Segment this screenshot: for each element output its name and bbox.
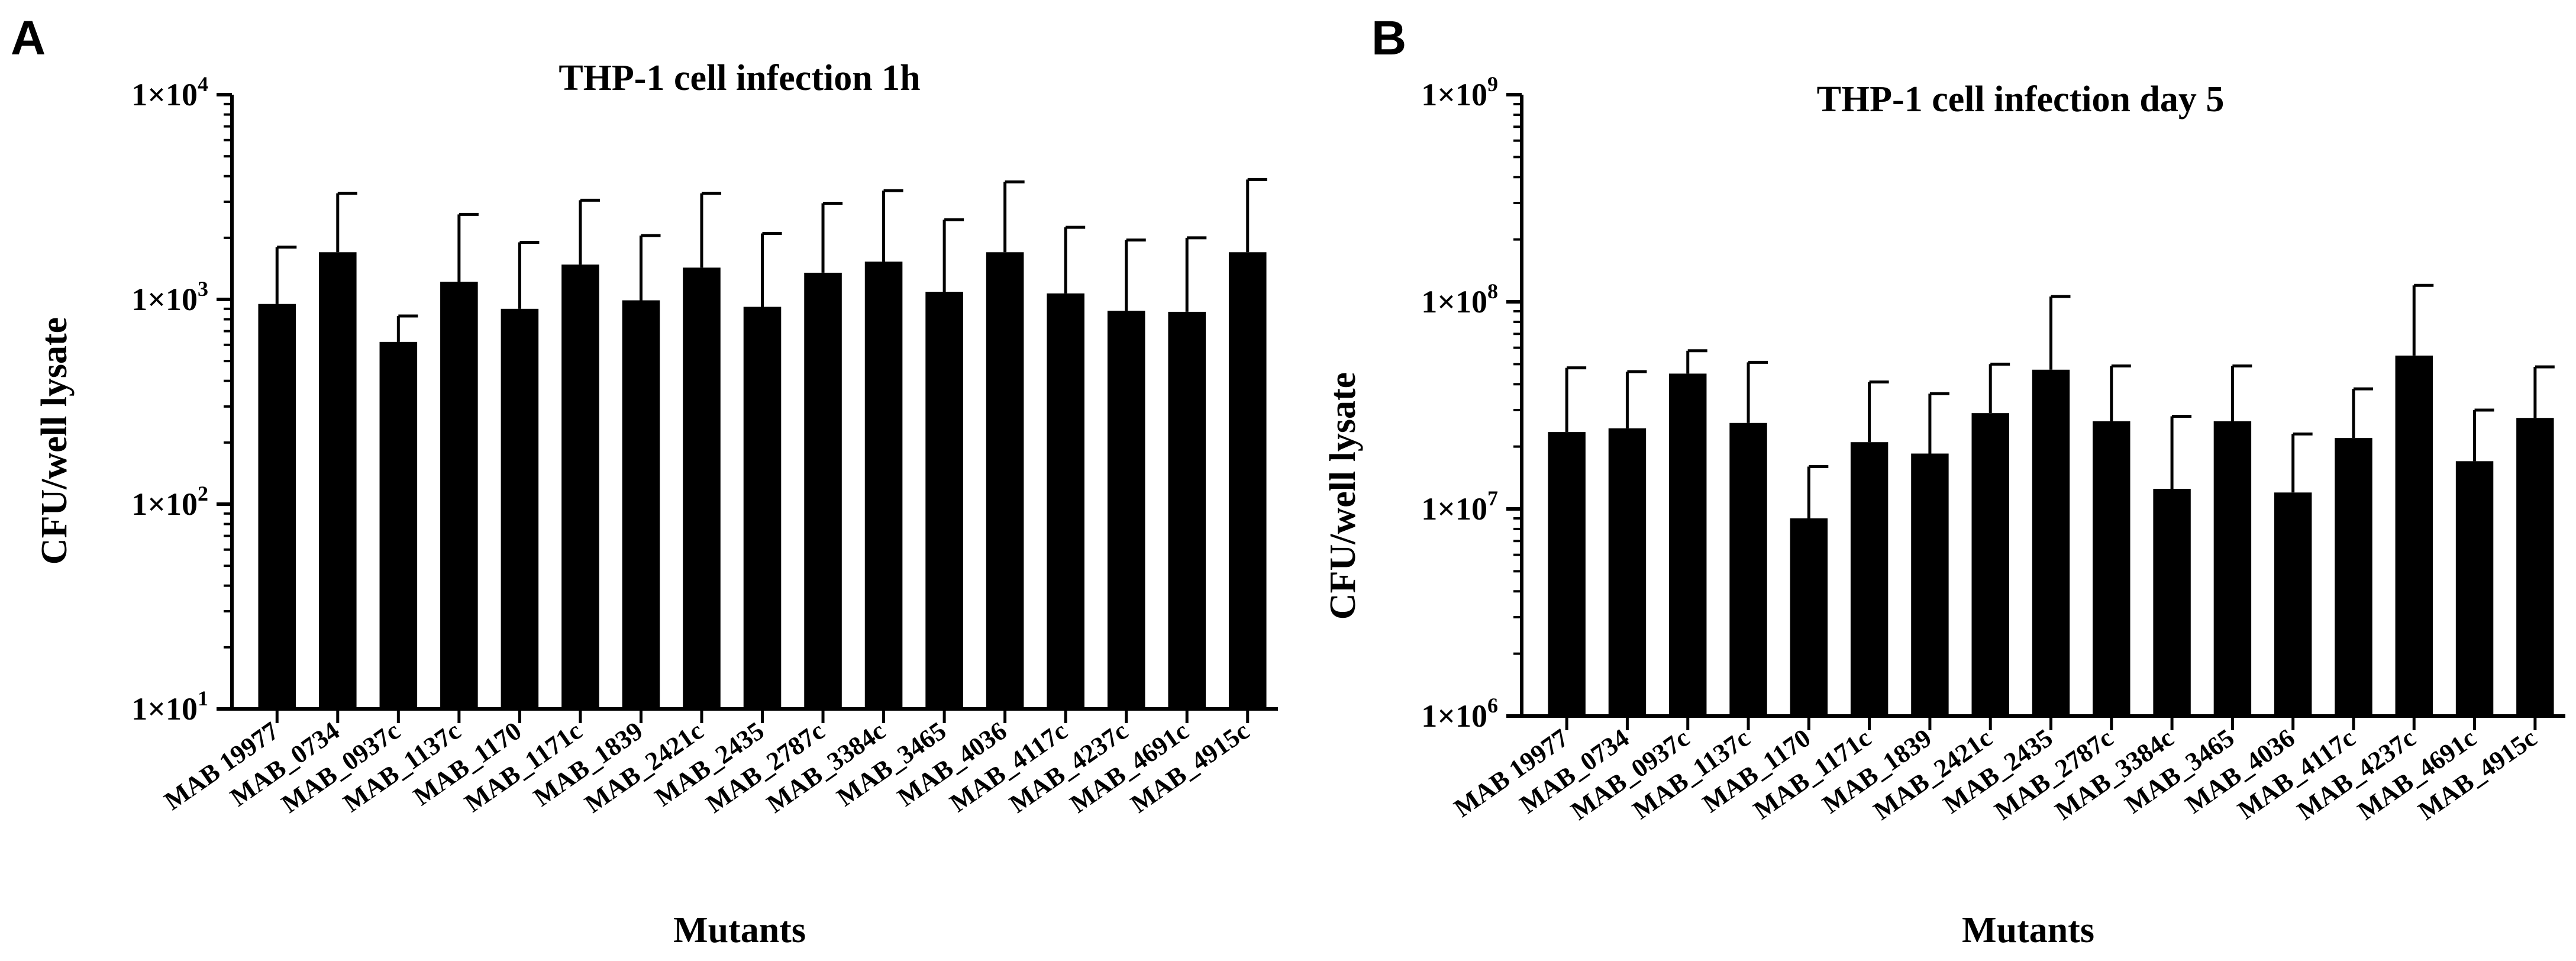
bar [501,308,539,709]
bar [561,265,599,709]
bar [1971,413,2009,716]
y-tick-label-b: 1×109 [1421,72,1498,112]
bar [1047,293,1084,709]
bar [1548,432,1586,716]
bar [2213,421,2252,716]
panel-b: B THP-1 cell infection day 5 Mutants CFU… [1323,11,2565,950]
bar [864,262,903,709]
panel-letter-b: B [1371,11,1406,65]
error-bars-a [275,178,1267,342]
bar [440,282,478,709]
y-axis-title-b: CFU/well lysate [1323,372,1363,620]
bar [925,292,963,710]
x-tick-labels-a: MAB 19977MAB_0734MAB_0937cMAB_1137cMAB_1… [159,716,1255,818]
x-axis-title-b: Mutants [1962,910,2094,950]
y-tick-label-a: 1×104 [131,72,208,112]
chart-title-b: THP-1 cell infection day 5 [1817,79,2225,120]
bar [379,341,418,709]
y-ticks-a: 1×101 1×102 1×103 1×104 [131,72,208,727]
y-tick-label-b: 1×107 [1421,486,1498,527]
axes-a [217,93,1278,723]
y-tick-label-a: 1×103 [131,277,208,317]
bar [2032,369,2070,716]
bar [804,272,842,709]
x-tick-labels-b: MAB 19977MAB_0734MAB_0937cMAB_1137cMAB_1… [1449,723,2542,825]
bar [2395,355,2433,716]
bar [683,267,721,709]
bar [743,307,782,709]
bar [1911,453,1949,716]
y-tick-label-a: 1×102 [131,482,208,522]
y-tick-label-b: 1×108 [1421,279,1498,320]
x-axis-title-a: Mutants [673,910,806,950]
bar [986,252,1024,710]
bar [258,304,296,709]
y-tick-label-b: 1×106 [1421,694,1498,734]
panel-a: A THP-1 cell infection 1h Mutants CFU/we… [11,11,1278,950]
bar [1850,442,1889,716]
bar [2153,489,2191,716]
bar [1790,518,1828,716]
y-ticks-b: 1×106 1×107 1×108 1×109 [1421,72,1498,734]
y-axis-title-a: CFU/well lysate [34,317,75,565]
bar [2093,421,2130,716]
bar [622,300,660,709]
bar [1669,373,1707,716]
bar [2516,418,2554,716]
bar [2455,461,2494,716]
y-tick-label-a: 1×101 [131,686,208,727]
bar [1107,311,1145,709]
chart-title-a: THP-1 cell infection 1h [559,58,920,98]
error-bars-b [1565,283,2555,519]
axes-b [1506,93,2565,730]
bar [2274,492,2312,716]
bar [1228,252,1267,710]
bars-b [1548,355,2554,716]
bar [1608,428,1647,716]
bars-a [258,252,1267,710]
bar [319,252,357,710]
bar [2335,438,2372,716]
bar [1729,423,1767,716]
panel-letter-a: A [11,11,46,65]
bar [1168,311,1206,709]
